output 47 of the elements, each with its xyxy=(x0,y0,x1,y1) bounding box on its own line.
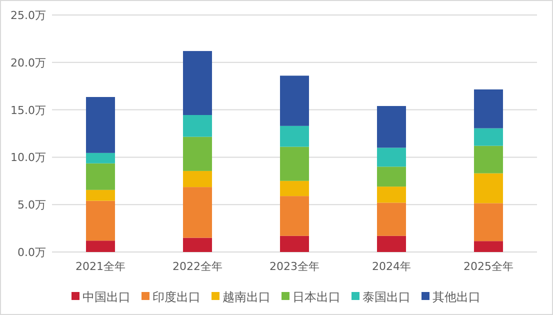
bar xyxy=(183,136,212,171)
legend-label: 泰国出口 xyxy=(362,290,410,304)
y-tick-label: 0.0万 xyxy=(18,246,46,259)
legend-label: 中国出口 xyxy=(82,290,130,304)
bar xyxy=(280,146,309,181)
x-tick-label: 2022全年 xyxy=(172,260,222,273)
bar xyxy=(474,89,503,128)
bar xyxy=(183,187,212,238)
x-tick-label: 2023全年 xyxy=(270,260,320,273)
x-tick-label: 2021全年 xyxy=(76,260,126,273)
bar xyxy=(377,202,406,236)
legend-label: 其他出口 xyxy=(432,290,480,304)
bar xyxy=(183,115,212,137)
y-tick-label: 25.0万 xyxy=(10,9,46,22)
bar xyxy=(474,128,503,146)
bar xyxy=(280,196,309,236)
y-tick-label: 5.0万 xyxy=(18,198,46,212)
bar xyxy=(183,238,212,252)
bar xyxy=(183,170,212,188)
bar xyxy=(377,106,406,148)
bar xyxy=(86,163,115,190)
bar xyxy=(377,186,406,203)
bar xyxy=(280,236,309,252)
bar xyxy=(377,166,406,187)
x-tick-label: 2024年 xyxy=(372,260,411,273)
bar xyxy=(377,148,406,167)
legend-label: 印度出口 xyxy=(152,290,200,304)
legend-label: 越南出口 xyxy=(222,290,270,304)
bar xyxy=(474,173,503,204)
bar xyxy=(474,241,503,252)
legend-label: 日本出口 xyxy=(292,290,340,304)
bar xyxy=(86,97,115,153)
bar xyxy=(377,236,406,252)
bar xyxy=(280,180,309,196)
bar xyxy=(474,203,503,242)
x-tick-label: 2025全年 xyxy=(464,260,514,273)
bar xyxy=(86,152,115,164)
bar xyxy=(86,240,115,252)
bar xyxy=(183,51,212,116)
y-tick-label: 15.0万 xyxy=(10,104,46,117)
bar xyxy=(86,190,115,201)
bar xyxy=(474,146,503,174)
bar xyxy=(280,126,309,147)
bar xyxy=(280,76,309,126)
y-tick-label: 10.0万 xyxy=(10,151,46,164)
bar xyxy=(86,200,115,241)
y-tick-label: 20.0万 xyxy=(10,56,46,70)
